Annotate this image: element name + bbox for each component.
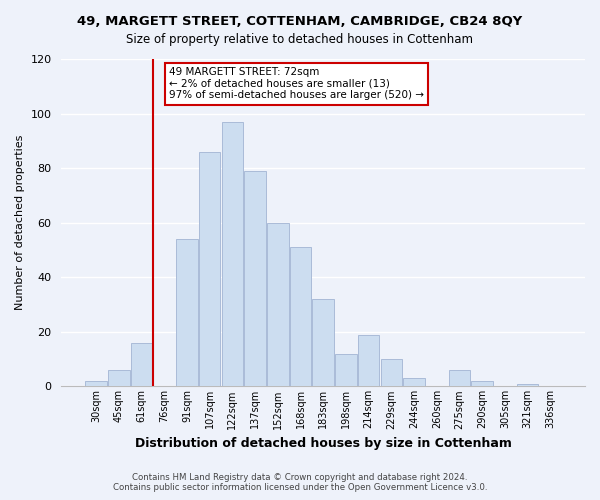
Bar	[199, 152, 220, 386]
Bar	[176, 239, 197, 386]
X-axis label: Distribution of detached houses by size in Cottenham: Distribution of detached houses by size …	[135, 437, 512, 450]
Bar	[85, 381, 107, 386]
Bar	[267, 222, 289, 386]
Bar	[313, 299, 334, 386]
Bar	[131, 342, 152, 386]
Bar	[290, 247, 311, 386]
Bar	[358, 334, 379, 386]
Bar	[472, 381, 493, 386]
Bar	[380, 359, 402, 386]
Bar	[108, 370, 130, 386]
Text: Size of property relative to detached houses in Cottenham: Size of property relative to detached ho…	[127, 32, 473, 46]
Bar	[335, 354, 357, 386]
Text: Contains HM Land Registry data © Crown copyright and database right 2024.
Contai: Contains HM Land Registry data © Crown c…	[113, 473, 487, 492]
Bar	[517, 384, 538, 386]
Text: 49 MARGETT STREET: 72sqm
← 2% of detached houses are smaller (13)
97% of semi-de: 49 MARGETT STREET: 72sqm ← 2% of detache…	[169, 67, 424, 100]
Bar	[221, 122, 243, 386]
Bar	[403, 378, 425, 386]
Bar	[244, 171, 266, 386]
Y-axis label: Number of detached properties: Number of detached properties	[15, 135, 25, 310]
Text: 49, MARGETT STREET, COTTENHAM, CAMBRIDGE, CB24 8QY: 49, MARGETT STREET, COTTENHAM, CAMBRIDGE…	[77, 15, 523, 28]
Bar	[449, 370, 470, 386]
